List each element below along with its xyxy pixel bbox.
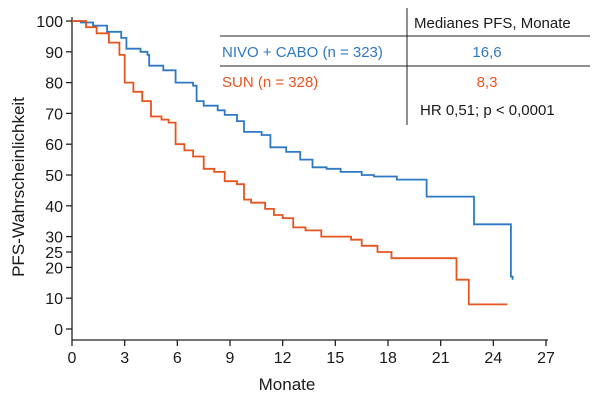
y-tick-label: 60 (45, 137, 63, 154)
table-header: Medianes PFS, Monate (414, 15, 571, 32)
y-tick-label: 0 (54, 322, 63, 339)
x-tick-label: 15 (326, 350, 344, 367)
y-tick-label: 40 (45, 199, 63, 216)
y-tick-label: 80 (45, 76, 63, 93)
x-tick-label: 3 (120, 350, 129, 367)
y-tick-label: 100 (36, 14, 63, 31)
x-tick-label: 24 (484, 350, 502, 367)
x-tick-label: 6 (173, 350, 182, 367)
x-tick-label: 0 (68, 350, 77, 367)
y-tick-label: 90 (45, 45, 63, 62)
y-axis-title: PFS-Wahrscheinlichkeit (9, 97, 28, 277)
x-tick-label: 27 (537, 350, 555, 367)
x-ticks: 0 3 6 9 12 15 18 21 24 27 (68, 340, 555, 367)
legend-label-nivo-cabo: NIVO + CABO (n = 323) (222, 44, 383, 61)
y-tick-label: 10 (45, 291, 63, 308)
legend-label-sun: SUN (n = 328) (222, 74, 318, 91)
series (72, 20, 514, 306)
x-tick-label: 18 (379, 350, 397, 367)
y-tick-label: 30 (45, 230, 63, 247)
x-tick-label: 12 (274, 350, 292, 367)
x-tick-label: 21 (432, 350, 450, 367)
y-tick-label: 20 (45, 260, 63, 277)
legend-table: Medianes PFS, Monate NIVO + CABO (n = 32… (220, 8, 590, 125)
y-tick-label: 50 (45, 168, 63, 185)
median-value-sun: 8,3 (477, 74, 498, 91)
hazard-ratio-text: HR 0,51; p < 0,0001 (420, 102, 555, 119)
series-line-sun-n-328 (72, 20, 508, 306)
series-line-nivo-cabo-n-323 (72, 20, 514, 280)
y-tick-label: 70 (45, 106, 63, 123)
median-value-nivo-cabo: 16,6 (472, 44, 501, 61)
x-tick-label: 9 (226, 350, 235, 367)
x-axis-title: Monate (259, 375, 316, 394)
y-tick-label: 25 (45, 245, 63, 262)
